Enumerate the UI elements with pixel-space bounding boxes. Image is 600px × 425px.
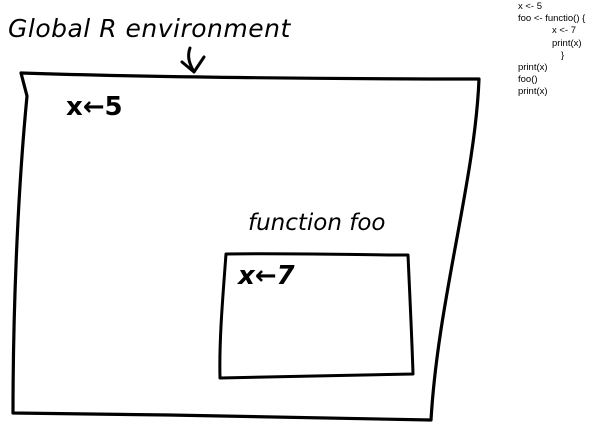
code-line: print(x) (552, 37, 582, 49)
code-line: foo <- functio() { (518, 13, 586, 25)
code-line: x <- 7 (552, 25, 577, 37)
function-environment-box (218, 252, 415, 380)
down-arrow-icon (180, 46, 206, 74)
code-line: print(x) (518, 61, 548, 73)
code-listing: x <- 5 foo <- functio() { x <- 7 print(x… (518, 1, 600, 99)
global-environment-label: Global R environment (8, 14, 291, 43)
code-line: foo() (518, 74, 538, 86)
code-line: print(x) (518, 86, 548, 98)
code-line: x <- 5 (518, 1, 543, 12)
global-environment-box (11, 71, 481, 422)
global-assignment-text: x←5 (66, 92, 123, 122)
code-line: } (561, 49, 565, 61)
function-assignment-text: x←7 (236, 261, 296, 291)
function-environment-label: function foo (248, 210, 386, 236)
